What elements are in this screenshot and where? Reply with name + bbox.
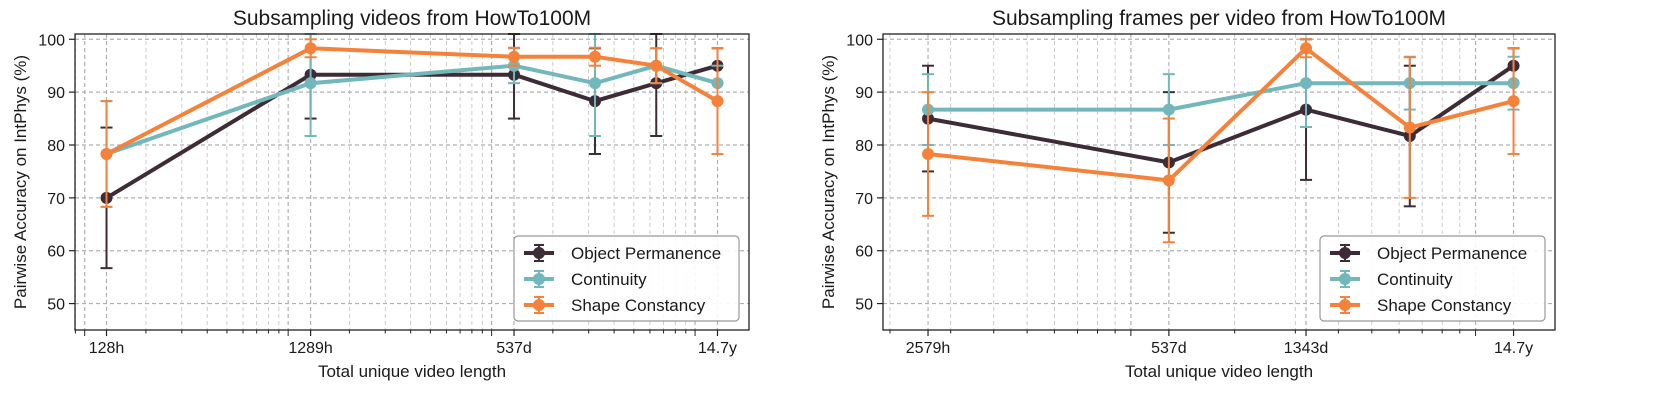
- x-tick-label: 1289h: [288, 340, 333, 357]
- plot-frame: [74, 33, 750, 331]
- legend-label: Object Permanence: [571, 244, 721, 263]
- series-line: [927, 46, 1514, 183]
- x-tick-label: 1343d: [1284, 340, 1329, 357]
- legend-box: [513, 235, 740, 322]
- data-point: [304, 77, 317, 90]
- y-tick-label: 70: [47, 191, 65, 208]
- series-line: [928, 81, 1514, 112]
- x-tick-label: 2579h: [906, 340, 951, 357]
- y-axis-label: Pairwise Accuracy on IntPhys (%): [11, 55, 30, 309]
- y-tick-label: 90: [855, 85, 873, 102]
- x-tick-label: 14.7y: [1494, 340, 1533, 357]
- data-point: [1300, 77, 1313, 90]
- chart-title: Subsampling frames per video from HowTo1…: [992, 7, 1446, 30]
- data-point: [1300, 42, 1313, 55]
- y-tick-label: 100: [846, 32, 873, 49]
- legend-label: Continuity: [571, 270, 647, 289]
- x-tick-label: 537d: [1151, 340, 1187, 357]
- legend-marker: [1339, 273, 1351, 285]
- x-tick-label: 128h: [89, 340, 125, 357]
- series-line: [105, 63, 719, 200]
- y-tick-label: 70: [855, 191, 873, 208]
- data-point: [922, 147, 935, 160]
- y-tick-label: 90: [47, 85, 65, 102]
- series-shape-constancy: [100, 38, 724, 208]
- y-axis-label: Pairwise Accuracy on IntPhys (%): [819, 55, 838, 309]
- legend-marker: [533, 273, 545, 285]
- legend-marker: [533, 299, 545, 311]
- data-point: [711, 95, 724, 108]
- series-object-permanence: [922, 38, 1520, 234]
- legend-marker: [1339, 247, 1351, 259]
- y-tick-label: 60: [855, 244, 873, 261]
- legend: Object Permanence Continuity Shape Constan…: [1319, 235, 1546, 322]
- data-point: [1162, 174, 1175, 187]
- y-tick-label: 80: [855, 138, 873, 155]
- legend-label: Shape Constancy: [1377, 296, 1512, 315]
- legend-marker: [1339, 299, 1351, 311]
- data-point: [1403, 121, 1416, 134]
- y-tick-label: 60: [47, 244, 65, 261]
- legend: Object Permanence Continuity Shape Constan…: [513, 235, 740, 322]
- series-line: [105, 63, 719, 156]
- data-point: [1507, 95, 1520, 108]
- x-tick-label: 14.7y: [698, 340, 737, 357]
- data-point: [1162, 103, 1175, 116]
- series-line: [105, 46, 719, 156]
- series-line: [927, 64, 1515, 165]
- y-tick-label: 50: [855, 297, 873, 314]
- chart-panel-2: 2579h 537d 1343d 14.7y 50 60 70 80 90 100 Subsampl…: [819, 7, 1556, 381]
- legend-label: Continuity: [1377, 270, 1453, 289]
- series-shape-constancy: [922, 38, 1520, 244]
- y-tick-label: 50: [47, 297, 65, 314]
- chart-title: Subsampling videos from HowTo100M: [233, 7, 591, 30]
- legend-marker: [533, 247, 545, 259]
- data-point: [304, 42, 317, 55]
- legend-label: Object Permanence: [1377, 244, 1527, 263]
- x-axis-label: Total unique video length: [1125, 362, 1313, 381]
- legend-box: [1319, 235, 1546, 322]
- series-object-permanence: [100, 33, 724, 270]
- y-tick-label: 100: [38, 32, 65, 49]
- data-point: [508, 50, 521, 63]
- x-axis-label: Total unique video length: [318, 362, 506, 381]
- plot-frame: [882, 33, 1556, 331]
- x-tick-label: 537d: [496, 340, 532, 357]
- legend-label: Shape Constancy: [571, 296, 706, 315]
- data-point: [588, 77, 601, 90]
- y-tick-label: 80: [47, 138, 65, 155]
- data-point: [100, 147, 113, 160]
- data-point: [588, 50, 601, 63]
- data-point: [650, 59, 663, 72]
- chart-panel-1: 128h 1289h 537d 14.7y 50 60 70 80 90 100 Subsampli…: [11, 7, 750, 381]
